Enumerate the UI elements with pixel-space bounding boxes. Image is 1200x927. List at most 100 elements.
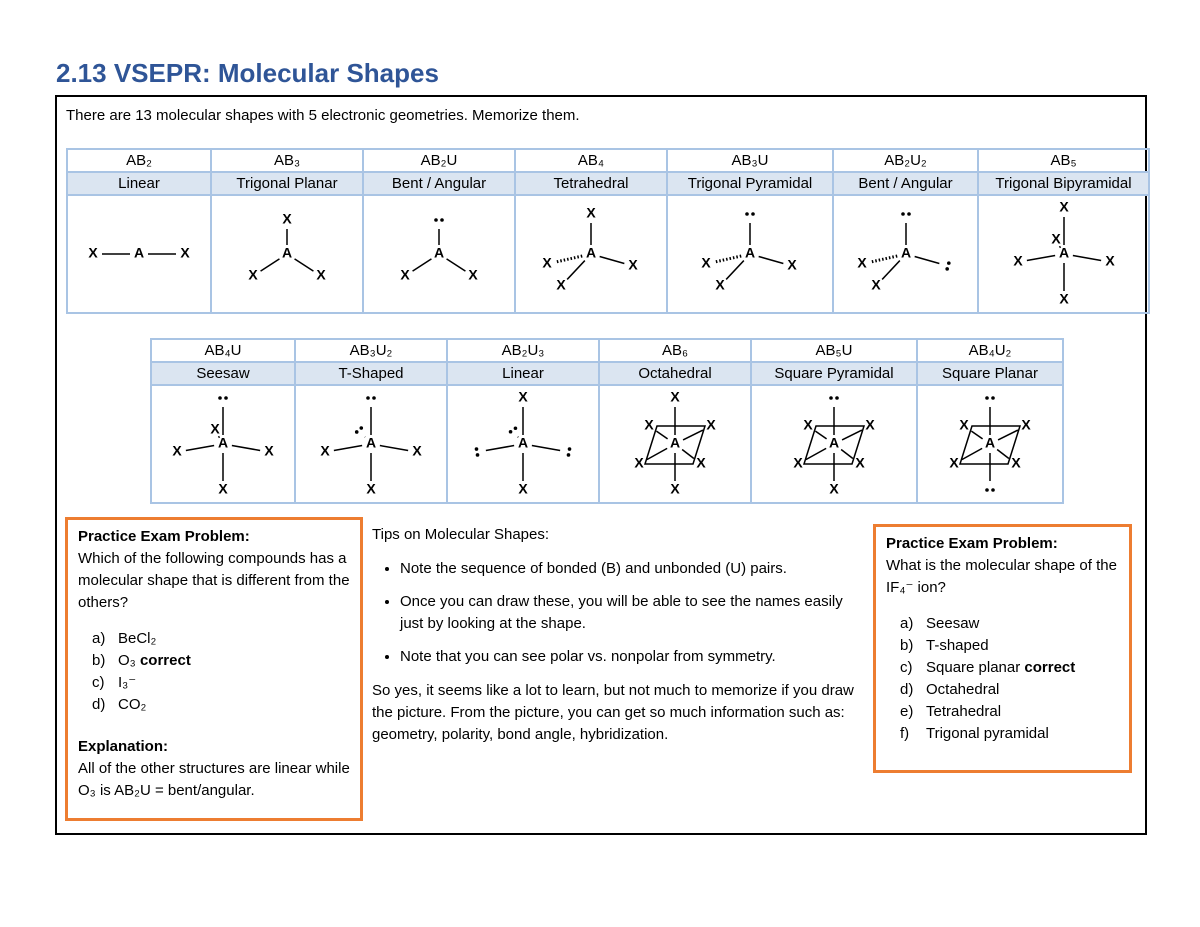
center-atom: A xyxy=(586,245,596,261)
ligand: X xyxy=(556,277,566,293)
ligand: X xyxy=(829,481,839,497)
ligand: X xyxy=(696,455,706,471)
option-text: Trigonal pyramidal xyxy=(926,725,1049,742)
shape-name: Square Planar xyxy=(916,361,1064,386)
bond xyxy=(682,429,704,441)
option: e) Tetrahedral xyxy=(886,701,1119,723)
ligand: X xyxy=(857,255,867,271)
lone-pair xyxy=(224,396,228,400)
diagram: XXA xyxy=(857,212,951,293)
shape-name: Seesaw xyxy=(150,361,296,386)
option: c) I₃⁻ xyxy=(78,672,350,694)
option-text: BeCl₂ xyxy=(118,630,157,647)
option-text: Tetrahedral xyxy=(926,703,1002,720)
center-atom: A xyxy=(434,245,444,261)
tips: Tips on Molecular Shapes: Note the sequen… xyxy=(372,524,862,746)
ligand: X xyxy=(670,389,680,405)
ligand: X xyxy=(282,211,292,227)
plane xyxy=(958,425,1022,465)
bond xyxy=(446,258,466,272)
bond xyxy=(599,255,625,265)
shape-name: Bent / Angular xyxy=(362,171,516,196)
formula: AB₅ xyxy=(977,148,1150,173)
ligand: X xyxy=(949,455,959,471)
bond xyxy=(555,254,583,264)
lone-pair xyxy=(985,396,989,400)
option-label: f) xyxy=(900,725,910,742)
formula: AB₆ xyxy=(598,338,752,363)
option-label: e) xyxy=(900,703,914,720)
bond xyxy=(805,447,827,461)
tip: Note the sequence of bonded (B) and unbo… xyxy=(400,558,862,580)
lone-pair xyxy=(434,218,438,222)
bond xyxy=(333,444,363,452)
name-row: Linear Trigonal Planar Bent / Angular Tetra… xyxy=(66,171,1150,196)
bond xyxy=(294,258,314,272)
bond xyxy=(217,435,221,439)
explanation: All of the other structures are linear w… xyxy=(78,760,350,799)
formula-row: AB₂ AB₃ AB₂U AB₄ AB₃U AB₂U₂ AB₅ xyxy=(66,148,1150,173)
left-problem: Practice Exam Problem: Which of the follo… xyxy=(65,517,363,821)
bond xyxy=(566,260,586,280)
bond xyxy=(231,444,261,452)
formula: AB₄ xyxy=(514,148,668,173)
shape-table: AB₂ AB₃ AB₂U AB₄ AB₃U AB₂U₂ AB₅ Linear Trigonal … xyxy=(66,148,1150,314)
bond xyxy=(485,444,515,452)
bond xyxy=(185,444,215,452)
lone-pair xyxy=(946,261,951,265)
center-atom: A xyxy=(218,435,228,451)
shape-name: Bent / Angular xyxy=(832,171,979,196)
shape-name: Trigonal Bipyramidal xyxy=(977,171,1150,196)
option-label: a) xyxy=(92,630,106,647)
question: Which of the following compounds has a m… xyxy=(78,550,350,611)
option-label: a) xyxy=(900,615,914,632)
lone-pair xyxy=(991,396,995,400)
option-text: O₃ xyxy=(118,652,136,669)
option: a) BeCl₂ xyxy=(78,628,350,650)
bond xyxy=(379,444,409,452)
ligand: X xyxy=(586,205,596,221)
bond xyxy=(814,430,828,440)
lone-pair xyxy=(359,426,364,430)
problem-heading: Practice Exam Problem: xyxy=(78,528,250,545)
ligand: X xyxy=(1059,199,1069,215)
option-text: T-shaped xyxy=(926,637,989,654)
center-atom: A xyxy=(1058,245,1068,261)
option: f) Trigonal pyramidal xyxy=(886,723,1119,745)
option: c) Square planar correct xyxy=(886,657,1119,679)
bond xyxy=(1026,254,1055,262)
ligand: X xyxy=(787,257,797,273)
center-atom: A xyxy=(282,245,292,261)
ligand: X xyxy=(803,417,813,433)
center-atom: A xyxy=(745,245,755,261)
ligand: X xyxy=(1105,253,1115,269)
ligand: X xyxy=(412,443,422,459)
lone-pair xyxy=(751,212,755,216)
ligand: X xyxy=(871,277,881,293)
bond xyxy=(997,429,1019,441)
bond xyxy=(913,255,940,265)
option-label: c) xyxy=(900,659,913,676)
option: b) O₃ correct xyxy=(78,650,350,672)
lone-pair xyxy=(366,396,370,400)
ligand: X xyxy=(320,443,330,459)
formula: AB₂ xyxy=(66,148,212,173)
ligand: X xyxy=(248,267,258,283)
bond xyxy=(714,254,742,264)
ligand: X xyxy=(400,267,410,283)
ligand: X xyxy=(1021,417,1031,433)
shape-table: AB₄U AB₃U₂ AB₂U₃ AB₆ AB₅U AB₄U₂ Seesaw T-Shaped… xyxy=(150,338,1064,504)
options: a) Seesaw b) T-shaped c) Square planar correc… xyxy=(886,613,1119,745)
